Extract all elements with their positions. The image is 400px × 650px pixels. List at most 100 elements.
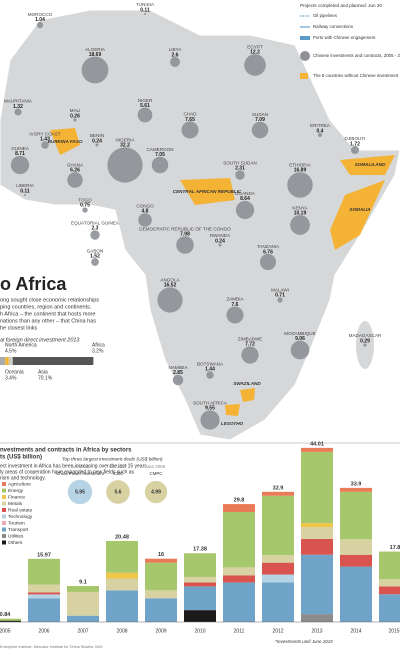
bar-segment	[262, 574, 294, 583]
deal-value: 4.99	[151, 489, 161, 495]
bar-total-label: 44.01	[310, 441, 324, 447]
country-value: 8.64	[240, 196, 250, 202]
bar-segment	[340, 487, 372, 492]
investment-bubble	[251, 121, 269, 139]
no-investment-name: BURKINA FASO	[48, 139, 83, 144]
investment-bubble	[235, 200, 255, 220]
investment-bubble	[41, 141, 49, 149]
country-name: ETHIOPIA	[289, 162, 311, 167]
fdi-bar	[12, 357, 94, 365]
country-name: TANZANIA	[257, 244, 280, 249]
deal-date: Jan 2008	[147, 464, 166, 469]
bar-segment	[223, 504, 255, 513]
country-name: CONGO	[136, 203, 154, 208]
no-investment-name: SWAZILAND	[233, 381, 261, 386]
bar-segment	[28, 598, 60, 622]
x-tick-label: 2005	[0, 628, 11, 634]
bar-segment	[262, 491, 294, 496]
legend-symbol	[300, 51, 310, 61]
bar-segment	[28, 592, 60, 595]
investment-bubble	[241, 346, 259, 364]
country-value: 0.11	[20, 188, 30, 194]
sector-name: Utilities	[8, 533, 24, 539]
bar-segment	[379, 594, 400, 622]
bar-segment	[223, 575, 255, 583]
no-investment-name: SOMALIA	[349, 207, 370, 212]
country-value: 2.3	[92, 226, 99, 232]
bar-segment	[145, 598, 177, 622]
x-tick-label: 2014	[350, 628, 361, 634]
investment-bubble	[137, 107, 153, 123]
country-value: 8.71	[15, 151, 25, 157]
country-value: 1.04	[35, 17, 45, 23]
country-name: MADAGASCAR	[349, 333, 382, 338]
deal-bubble	[144, 480, 168, 504]
investment-bubble	[107, 147, 143, 183]
chart-subtitle: ts (US$ billion)	[0, 455, 42, 461]
bar-segment	[106, 590, 138, 622]
bar-segment	[67, 585, 99, 592]
bar-segment	[184, 553, 216, 577]
intro-line: he closest links	[0, 325, 38, 331]
bar-segment	[106, 540, 138, 573]
fdi-name: Africa	[92, 342, 105, 348]
bar-segment	[301, 523, 333, 528]
bar-segment	[340, 566, 372, 622]
country-name: ANGOLA	[160, 278, 180, 283]
deal-name: ICBC	[113, 471, 124, 476]
investment-bubble	[23, 193, 27, 197]
sector-name: Technology	[8, 514, 33, 520]
deal-value: 5.6	[115, 489, 122, 495]
sector-name: Agriculture	[8, 481, 31, 487]
investment-bubble	[206, 371, 214, 379]
country-name: KENYA	[292, 205, 308, 210]
fdi-label: 4.5%	[5, 348, 17, 354]
investment-bubble	[172, 374, 184, 386]
bar-segment	[340, 539, 372, 555]
sector-name: Real estate	[8, 507, 33, 513]
legend-label: Ports with Chinese engagement	[313, 35, 376, 40]
country-value: 2.6	[172, 52, 179, 58]
fdi-label: 3.2%	[92, 348, 104, 354]
country-name: SUDAN	[252, 112, 268, 117]
bar-segment	[184, 586, 216, 611]
bar-segment	[301, 614, 333, 622]
bar-segment	[184, 576, 216, 583]
intro-line: ping countries, region and continents.	[0, 304, 92, 310]
bar-segment	[223, 567, 255, 576]
country-value: 7.05	[155, 152, 165, 158]
fdi-bar	[0, 357, 6, 365]
country-value: 1.43	[40, 137, 50, 143]
bar-segment	[0, 618, 21, 621]
country-value: 9.55	[205, 406, 215, 412]
legend-label: The 8 countries without Chinese investme…	[313, 73, 399, 78]
fdi-name: Oceania	[5, 369, 24, 375]
investment-bubble	[91, 258, 99, 266]
country-value: 1.52	[90, 254, 100, 260]
sector-name: Metals	[8, 501, 23, 507]
investment-bubble	[95, 143, 99, 147]
sector-swatch	[2, 488, 6, 493]
x-tick-label: 2009	[155, 628, 166, 634]
x-tick-label: 2012	[272, 628, 283, 634]
fdi-title: al foreign direct investment 2013	[0, 337, 80, 343]
country-name: MAURITANIA	[4, 99, 33, 104]
intro-line: h Africa – the continent that hosts more	[0, 311, 95, 317]
bar-segment	[0, 620, 21, 622]
country-value: 1.44	[205, 367, 215, 373]
investment-bubble	[200, 410, 220, 430]
investment-bubble	[287, 172, 313, 198]
country-name: MOROCCO	[28, 12, 53, 17]
fdi-bar	[8, 357, 13, 365]
deal-name: China Power Investment	[56, 471, 105, 476]
investment-bubble	[244, 54, 266, 76]
country-value: 0.29	[360, 338, 370, 344]
country-value: 16.89	[294, 168, 307, 174]
chart-text: rism and technology.	[0, 475, 46, 481]
africa-outline	[0, 9, 400, 441]
bar-segment	[340, 554, 372, 567]
investment-bubble	[151, 156, 169, 174]
bar-segment	[379, 551, 400, 580]
bar-segment	[145, 558, 177, 563]
